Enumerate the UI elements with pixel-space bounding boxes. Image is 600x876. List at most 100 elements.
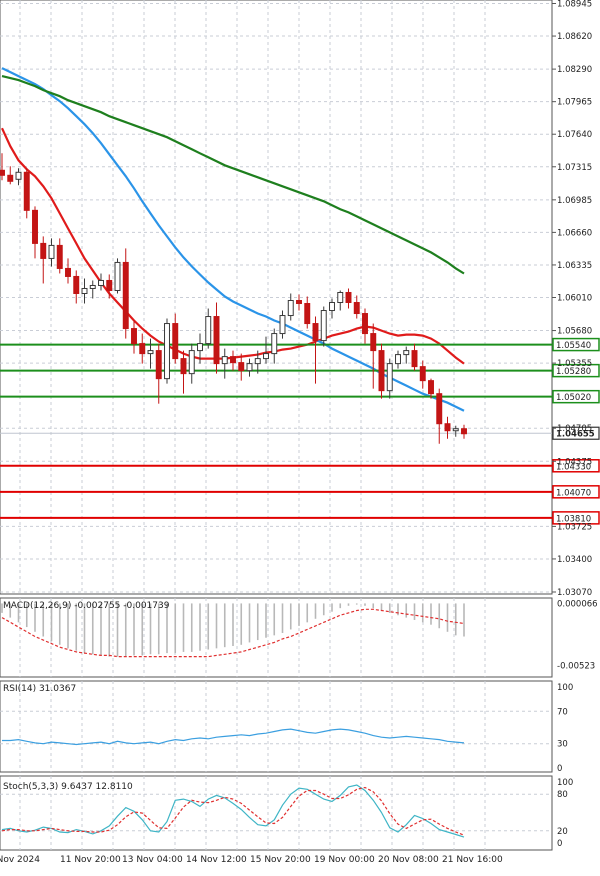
y-tick-label: 1.08290 [557, 65, 592, 75]
rsi-title: RSI(14) 31.0367 [3, 684, 76, 694]
macd-y-tick-label: 0.000066 [557, 599, 598, 609]
bearish-candle [122, 261, 129, 330]
y-tick-label: 1.07315 [557, 163, 592, 173]
support-level-tag [552, 485, 600, 499]
y-tick-label: 1.04375 [557, 457, 592, 467]
macd-title: MACD(12,26,9) -0.002755 -0.001739 [3, 601, 170, 611]
bullish-candle [329, 302, 335, 312]
bullish-candle [188, 350, 195, 375]
bearish-candle [131, 328, 137, 345]
resistance-level-tag [552, 389, 600, 404]
y-tick-label: 1.05680 [557, 327, 592, 337]
y-tick-label: 1.08620 [557, 32, 592, 42]
y-tick-label: 1.03725 [557, 522, 592, 532]
bullish-candle [164, 323, 170, 380]
level-price-label: 1.05280 [556, 367, 591, 377]
rsi-y-tick-label: 70 [557, 707, 568, 717]
macd-signal-line [1, 608, 465, 658]
bearish-candle [0, 169, 5, 176]
bearish-candle [23, 171, 30, 211]
stoch-panel-frame [0, 775, 553, 851]
bearish-candle [73, 275, 80, 294]
macd-y-tick-label: -0.00523 [557, 661, 595, 671]
bullish-candle [89, 284, 96, 289]
level-price-label: 1.04070 [556, 488, 591, 498]
bearish-candle [7, 174, 14, 182]
y-tick-label: 1.06660 [557, 228, 592, 238]
bearish-candle [353, 302, 360, 315]
bearish-candle [40, 242, 47, 259]
bearish-candle [461, 428, 467, 435]
bearish-candle [312, 323, 319, 342]
bearish-candle [378, 350, 385, 392]
x-tick-label: 19 Nov 00:00 [314, 855, 375, 865]
bearish-candle [345, 291, 352, 304]
bearish-candle [362, 313, 368, 335]
bullish-candle [403, 350, 410, 356]
bearish-candle [444, 423, 451, 432]
current-price-tag [552, 426, 600, 440]
stoch-y-tick-label: 100 [557, 778, 573, 788]
resistance-level-tag [552, 363, 600, 378]
bearish-candle [304, 303, 311, 325]
x-tick-label: 21 Nov 16:00 [442, 855, 503, 865]
stoch-signal-line [1, 786, 465, 836]
bullish-candle [287, 300, 294, 317]
bullish-candle [205, 316, 212, 345]
bearish-candle [436, 393, 443, 425]
bearish-candle [296, 300, 302, 305]
level-price-label: 1.05540 [556, 341, 591, 351]
stoch-title: Stoch(5,3,3) 9.6437 12.8110 [3, 782, 133, 792]
bullish-candle [197, 343, 203, 352]
bearish-candle [213, 316, 220, 365]
bearish-candle [230, 356, 236, 364]
y-tick-label: 1.04705 [557, 424, 592, 434]
bullish-candle [48, 244, 55, 259]
y-tick-label: 1.05355 [557, 359, 592, 369]
bullish-candle [337, 291, 344, 304]
y-tick-label: 1.07640 [557, 130, 592, 140]
bullish-candle [395, 354, 401, 365]
rsi-y-tick-label: 0 [557, 764, 562, 774]
y-tick-label: 1.06335 [557, 261, 592, 271]
y-tick-label: 1.07965 [557, 98, 592, 108]
x-tick-label: 14 Nov 12:00 [186, 855, 247, 865]
bullish-candle [98, 279, 104, 286]
level-price-label: 1.03810 [556, 514, 591, 524]
bearish-candle [180, 358, 187, 375]
current-price-label: 1.04655 [556, 430, 595, 440]
macd-panel-frame [0, 597, 553, 678]
bullish-candle [147, 350, 154, 355]
bearish-candle [106, 279, 113, 291]
support-level-tag [552, 459, 600, 473]
bullish-candle [221, 356, 228, 365]
stoch-main-line [1, 784, 465, 838]
bullish-candle [254, 358, 261, 365]
bullish-candle [320, 310, 327, 342]
level-price-label: 1.04330 [556, 462, 591, 472]
bullish-candle [263, 353, 269, 360]
sma-long-line [1, 75, 465, 275]
bearish-candle [419, 366, 426, 382]
sma-short-line [1, 127, 465, 365]
bullish-candle [15, 171, 22, 180]
x-tick-label: 11 Nov 20:00 [60, 855, 121, 865]
y-tick-label: 1.03070 [557, 588, 592, 598]
bearish-candle [56, 244, 63, 269]
rsi-y-tick-label: 30 [557, 740, 568, 750]
stoch-y-tick-label: 0 [557, 839, 562, 849]
y-tick-label: 1.06010 [557, 293, 592, 303]
support-level-tag [552, 511, 600, 525]
bearish-candle [172, 323, 179, 360]
x-tick-label: 13 Nov 04:00 [122, 855, 183, 865]
rsi-panel-frame [0, 680, 553, 773]
x-tick-label: 8 Nov 2024 [0, 855, 40, 865]
bullish-candle [246, 363, 253, 372]
bearish-candle [238, 362, 245, 372]
stoch-y-tick-label: 80 [557, 790, 568, 800]
bearish-candle [428, 380, 434, 395]
bearish-candle [65, 267, 71, 277]
bullish-candle [81, 287, 88, 294]
